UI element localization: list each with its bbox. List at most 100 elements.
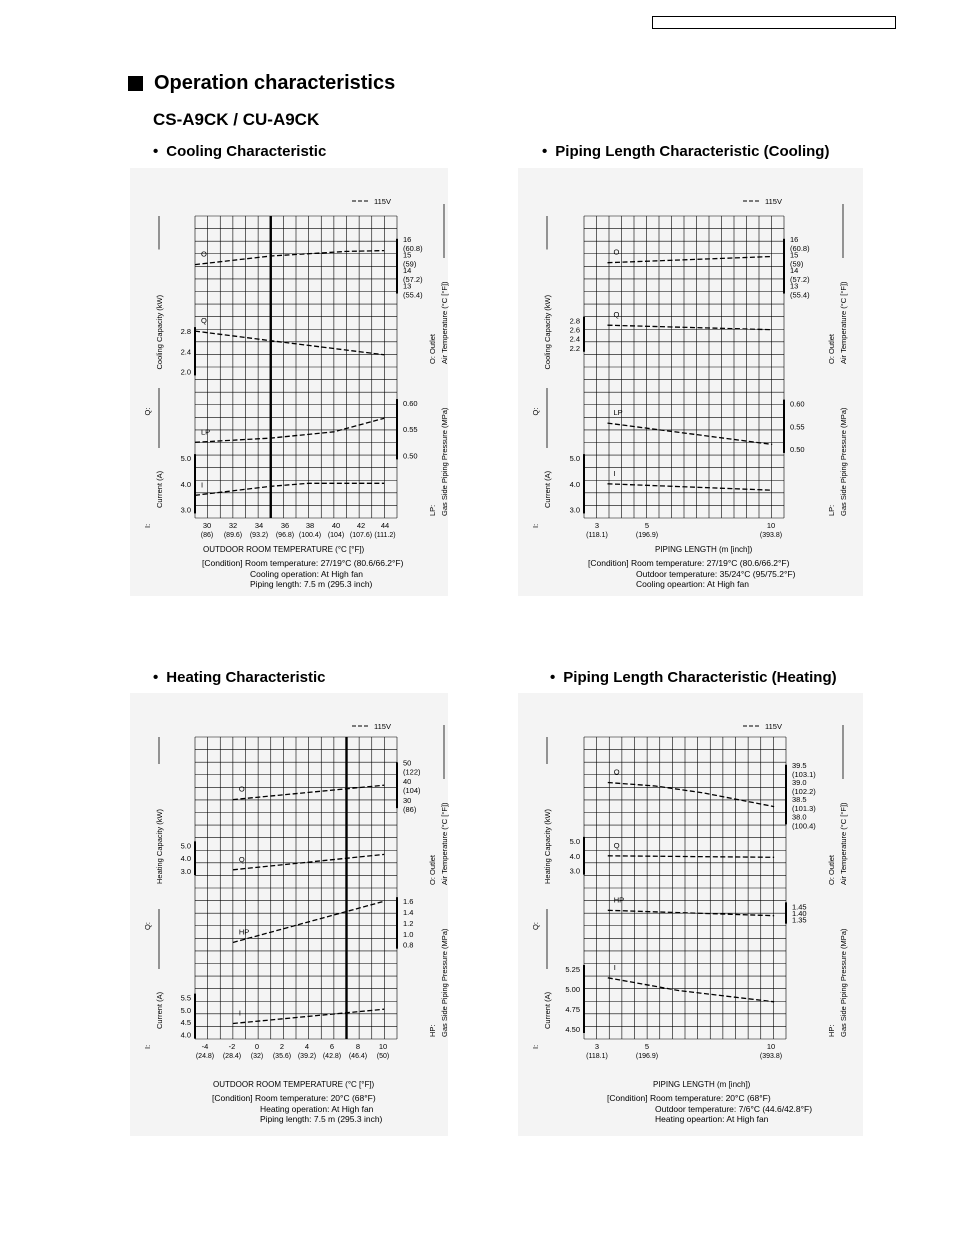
tick-label: 3.0 <box>181 505 191 514</box>
x-tick-sub-label: (46.4) <box>349 1053 367 1060</box>
tick-label: 16 <box>403 235 411 244</box>
x-tick-label: 40 <box>332 521 340 530</box>
left-axis-prefix-lower: I: <box>143 1045 152 1049</box>
tick-sub-label: (104) <box>403 786 421 795</box>
tick-label: 39.0 <box>792 778 807 787</box>
x-tick-sub-label: (104) <box>328 532 344 539</box>
series-tag-q: Q <box>614 841 620 850</box>
series-line-i <box>607 483 773 491</box>
series-line-q <box>194 330 385 356</box>
legend-label: 115V <box>765 722 782 731</box>
right-axis-prefix-lower: LP: <box>428 505 437 516</box>
x-tick-label: 4 <box>305 1042 309 1051</box>
tick-label: 15 <box>790 250 798 259</box>
x-tick-sub-label: (32) <box>251 1053 263 1060</box>
tick-label: 0.50 <box>790 445 805 454</box>
series-tag-o: O <box>239 785 245 794</box>
tick-label: 1.2 <box>403 919 413 928</box>
tick-label: 4.50 <box>565 1025 580 1034</box>
series-line-o <box>607 255 773 264</box>
left-axis-title-upper: Heating Capacity (kW) <box>155 808 164 884</box>
heading-text: Operation characteristics <box>154 72 396 94</box>
x-tick-sub-label: (118.1) <box>586 1053 608 1060</box>
x-tick-sub-label: (39.2) <box>298 1053 316 1060</box>
x-tick-sub-label: (393.8) <box>760 1053 782 1060</box>
series-tag-hp: HP <box>614 895 624 904</box>
piping-heating-chart-panel: 115V O 39.5 (103.1) 39.0 (102.2) 38.5 (101.3) 38… <box>518 693 863 1136</box>
model-title: CS-A9CK / CU-A9CK <box>153 110 320 129</box>
panel-title-piping-heating: • Piping Length Characteristic (Heating) <box>550 669 837 686</box>
tick-label: 4.0 <box>570 480 580 489</box>
tick-sub-label: (86) <box>403 805 417 814</box>
x-tick-label: 34 <box>255 521 263 530</box>
x-tick-sub-label: (24.8) <box>196 1053 214 1060</box>
x-tick-label: 32 <box>229 521 237 530</box>
left-axis-title-upper: Cooling Capacity (kW) <box>543 294 552 369</box>
tick-label: 38.0 <box>792 812 807 821</box>
x-axis-title: OUTDOOR ROOM TEMPERATURE (°C [°F]) <box>203 545 365 554</box>
tick-label: 13 <box>403 282 411 291</box>
x-tick-label: 10 <box>767 521 775 530</box>
x-tick-sub-label: (196.9) <box>636 1053 658 1060</box>
tick-label: 4.0 <box>181 1031 191 1040</box>
tick-sub-label: (55.4) <box>403 291 423 300</box>
x-tick-label: 0 <box>255 1042 259 1051</box>
series-line-o <box>194 249 385 266</box>
series-tag-o: O <box>614 248 620 257</box>
x-tick-sub-label: (35.6) <box>273 1053 291 1060</box>
tick-sub-label: (122) <box>403 767 421 776</box>
series-tag-q: Q <box>201 316 207 325</box>
tick-label: 2.4 <box>570 335 580 344</box>
tick-label: 38.5 <box>792 795 807 804</box>
tick-label: 1.40 <box>792 909 807 918</box>
tick-sub-label: (101.3) <box>792 804 816 813</box>
tick-sub-label: (60.8) <box>403 244 423 253</box>
tick-label: 15 <box>403 250 411 259</box>
series-tag-o: O <box>614 768 620 777</box>
tick-sub-label: (102.2) <box>792 787 816 796</box>
tick-label: 2.4 <box>181 347 191 356</box>
tick-label: 1.45 <box>792 902 807 911</box>
tick-label: 2.8 <box>570 317 580 326</box>
tick-label: 1.6 <box>403 897 413 906</box>
x-tick-sub-label: (28.4) <box>223 1053 241 1060</box>
left-axis-prefix-upper: Q: <box>143 408 152 416</box>
tick-label: 16 <box>790 235 798 244</box>
tick-label: 4.0 <box>570 852 580 861</box>
series-tag-q: Q <box>614 310 620 319</box>
legend-label: 115V <box>765 197 782 206</box>
tick-label: 3.0 <box>570 505 580 514</box>
x-tick-sub-label: (89.6) <box>224 532 242 539</box>
right-axis-title-upper: Air Temperature (°C [°F]) <box>440 802 449 885</box>
tick-label: 4.0 <box>181 480 191 489</box>
right-axis-prefix-upper: O: Outlet <box>827 854 836 885</box>
tick-label: 1.4 <box>403 908 413 917</box>
right-axis-prefix-lower: HP: <box>827 1024 836 1037</box>
chart-svg: 115V O 39.5(103.1)39.0(102.2)38.5(101.3)38… <box>531 722 848 1089</box>
tick-label: 14 <box>403 266 411 275</box>
left-axis-title-upper: Cooling Capacity (kW) <box>155 294 164 369</box>
series-line-o <box>607 781 775 808</box>
tick-label: 5.5 <box>181 994 191 1003</box>
series-line-lp <box>194 417 385 443</box>
tick-label: 4.75 <box>565 1005 580 1014</box>
right-axis-title-upper: Air Temperature (°C [°F]) <box>839 281 848 364</box>
tick-label: 5.00 <box>565 985 580 994</box>
x-tick-label: 42 <box>357 521 365 530</box>
x-tick-sub-label: (50) <box>377 1053 389 1060</box>
left-axis-prefix-lower: I: <box>531 524 540 528</box>
tick-label: 3.0 <box>181 867 191 876</box>
tick-label: 30 <box>403 796 411 805</box>
x-tick-label: 8 <box>356 1042 360 1051</box>
tick-label: 14 <box>790 266 798 275</box>
tick-label: 0.55 <box>790 422 805 431</box>
series-line-q <box>607 855 775 858</box>
right-axis-prefix-upper: O: Outlet <box>428 333 437 364</box>
panel-title-cooling: • Cooling Characteristic <box>153 143 327 160</box>
series-line-hp <box>232 900 385 944</box>
series-line-q <box>232 853 385 871</box>
tick-label: 2.2 <box>570 344 580 353</box>
left-axis-title-lower: Current (A) <box>155 470 164 508</box>
condition-note-heating: [Condition] Room temperature: 20°C (68°F… <box>212 1093 383 1124</box>
right-axis-prefix-upper: O: Outlet <box>428 854 437 885</box>
